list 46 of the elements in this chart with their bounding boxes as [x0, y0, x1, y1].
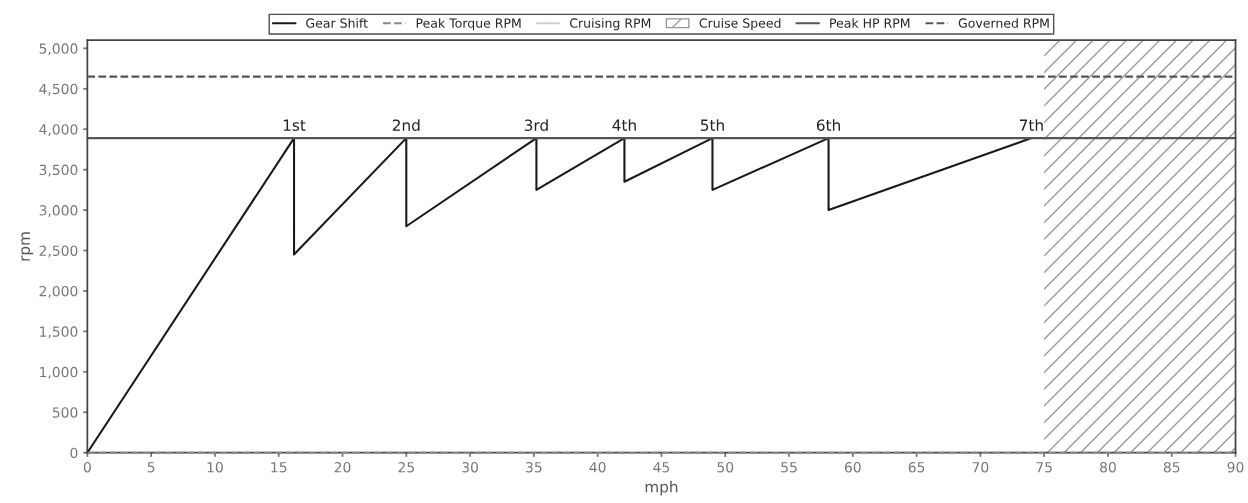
y-tick-label: 500 — [52, 407, 78, 418]
legend-label: Peak Torque RPM — [416, 18, 521, 31]
x-tick-label: 40 — [589, 461, 606, 473]
y-tick-label: 0 — [70, 447, 78, 459]
x-axis-title: mph — [645, 480, 678, 496]
y-tick-label: 4,500 — [39, 83, 78, 96]
x-tick-label: 60 — [844, 461, 861, 473]
x-tick-label: 0 — [83, 461, 91, 473]
x-tick-label: 20 — [334, 461, 351, 473]
annotation: 1st — [283, 119, 306, 131]
annotation: 6th — [816, 119, 840, 131]
x-tick-label: 65 — [908, 461, 925, 473]
x-tick-label: 80 — [1100, 461, 1116, 473]
y-tick-label: 3,500 — [39, 164, 78, 177]
y-axis-title: rpm — [21, 232, 34, 261]
annotation: 4th — [612, 119, 636, 131]
x-tick-label: 25 — [398, 461, 414, 473]
x-tick-label: 15 — [271, 462, 287, 473]
legend-label: Peak HP RPM — [830, 18, 910, 28]
y-tick-label: 2,500 — [39, 245, 78, 258]
x-tick-label: 70 — [972, 461, 989, 473]
y-tick-label: 4,000 — [39, 124, 78, 137]
annotation: 7th — [1019, 119, 1043, 131]
annotation: 5th — [700, 119, 724, 131]
x-tick-label: 35 — [526, 461, 542, 473]
x-tick-label: 5 — [147, 462, 155, 473]
legend-label: Gear Shift — [306, 18, 368, 28]
x-tick-label: 10 — [207, 461, 223, 473]
x-tick-label: 55 — [781, 462, 797, 473]
legend-label: Cruise Speed — [699, 18, 781, 31]
legend-label: Cruising RPM — [569, 18, 651, 31]
y-tick-label: 1,000 — [40, 366, 78, 379]
y-tick-label: 3,000 — [39, 205, 78, 217]
annotation: 3rd — [524, 119, 548, 131]
legend-label: Governed RPM — [958, 18, 1049, 28]
x-tick-label: 50 — [717, 461, 734, 473]
y-tick-label: 2,000 — [39, 285, 78, 298]
x-tick-label: 90 — [1227, 461, 1244, 473]
x-tick-label: 75 — [1036, 462, 1052, 473]
line-series — [86, 137, 1033, 454]
y-tick-label: 1,500 — [40, 326, 78, 339]
x-tick-label: 30 — [462, 461, 478, 473]
y-tick-label: 5,000 — [39, 43, 78, 56]
x-tick-label: 45 — [653, 462, 670, 473]
annotation: 2nd — [392, 119, 420, 131]
x-tick-label: 85 — [1163, 461, 1180, 473]
